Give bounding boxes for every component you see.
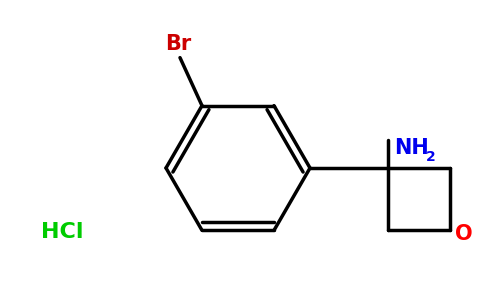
Text: HCl: HCl <box>41 222 83 242</box>
Text: Br: Br <box>165 34 191 54</box>
Text: NH: NH <box>394 138 429 158</box>
Text: 2: 2 <box>426 150 436 164</box>
Text: O: O <box>455 224 472 244</box>
